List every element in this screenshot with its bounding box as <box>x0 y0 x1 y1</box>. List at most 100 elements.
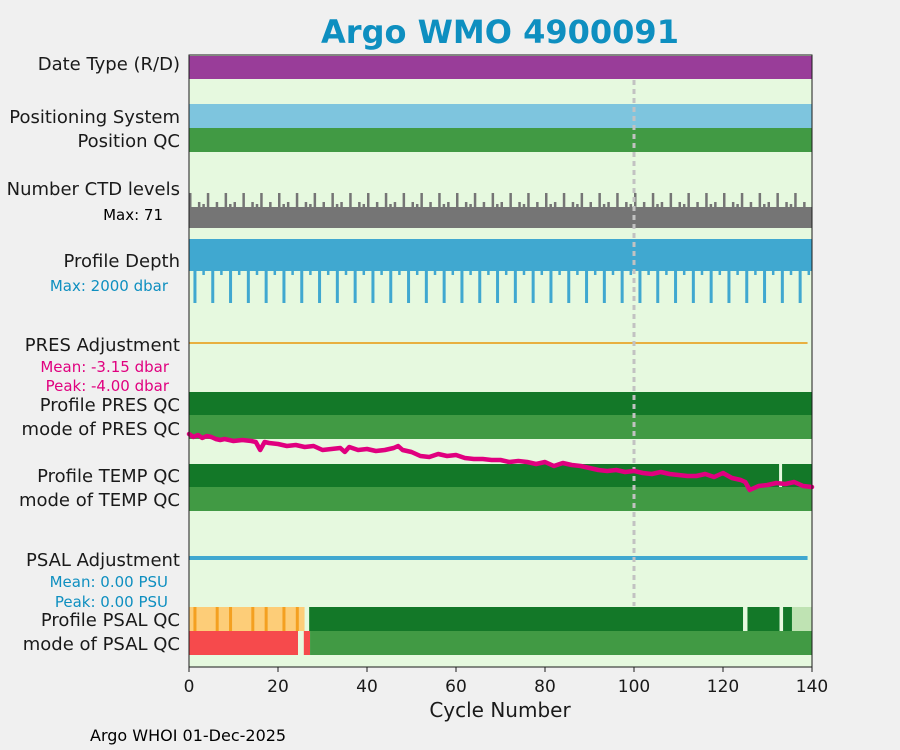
ctd-levels-spike <box>206 193 210 207</box>
profile-depth-tick <box>513 271 517 303</box>
profile-depth-tick <box>282 271 286 303</box>
ctd-levels-spike <box>242 193 245 207</box>
profile-depth-tick <box>700 271 704 275</box>
profile-depth-tick <box>780 271 784 303</box>
profile-depth-tick <box>549 271 553 303</box>
ctd-levels-spike <box>447 202 450 207</box>
ctd-levels-spike <box>723 193 726 207</box>
profile-depth-tick <box>593 271 597 275</box>
ctd-levels-spike <box>313 193 317 207</box>
label-pres-adjustment: PRES Adjustment <box>25 335 180 356</box>
profile-depth-tick <box>754 271 757 275</box>
ctd-levels-spike <box>255 204 259 207</box>
label-psal-mean: Mean: 0.00 PSU <box>50 573 168 591</box>
profile-psal-qc-stripe <box>215 607 219 631</box>
x-tick-label: 20 <box>267 677 289 697</box>
ctd-levels-spike <box>758 193 762 207</box>
ctd-levels-spike <box>527 193 530 207</box>
ctd-levels-spike <box>731 202 735 207</box>
x-tick-label: 60 <box>445 677 467 697</box>
ctd-levels-spike <box>340 202 343 207</box>
profile-depth-tick <box>424 271 428 303</box>
x-tick-label: 100 <box>618 677 650 697</box>
profile-depth-tick <box>718 271 722 275</box>
mode-psal-qc-segment <box>303 631 311 655</box>
profile-depth-tick <box>442 271 446 303</box>
profile-depth-tick <box>202 271 205 275</box>
profile-psal-qc-segment <box>791 607 812 631</box>
mode-temp-qc-bar <box>189 487 812 511</box>
position-qc-bar <box>189 128 812 152</box>
profile-depth-tick <box>638 271 642 303</box>
label-num-ctd-levels: Number CTD levels <box>7 179 180 200</box>
label-date-type: Date Type (R/D) <box>38 54 180 75</box>
profile-psal-qc-stripe <box>282 607 286 631</box>
profile-depth-tick <box>264 271 268 303</box>
ctd-levels-spike <box>322 202 325 207</box>
ctd-levels-spike <box>709 204 713 207</box>
profile-depth-tick <box>709 271 713 303</box>
profile-depth-tick <box>433 271 437 275</box>
label-position-qc: Position QC <box>77 131 180 152</box>
ctd-levels-spike <box>389 204 392 207</box>
profile-depth-tick <box>300 271 304 303</box>
profile-depth-tick <box>380 271 383 275</box>
ctd-levels-spike <box>767 202 770 207</box>
profile-depth-tick <box>665 271 668 275</box>
profile-depth-tick <box>496 271 500 303</box>
label-profile-depth: Profile Depth <box>63 251 180 272</box>
profile-psal-qc-segment <box>747 607 780 631</box>
profile-psal-qc-stripe <box>229 607 233 631</box>
profile-depth-tick <box>469 271 472 275</box>
ctd-levels-spike <box>282 204 285 207</box>
ctd-levels-spike <box>669 193 673 207</box>
x-tick-label: 80 <box>534 677 556 697</box>
profile-depth-tick <box>335 271 339 303</box>
profile-psal-qc-stripe <box>251 607 255 631</box>
profile-depth-tick <box>585 271 589 303</box>
profile-psal-qc-gap <box>304 607 310 631</box>
label-profile-pres-qc: Profile PRES QC <box>40 395 180 416</box>
ctd-levels-spike <box>589 202 592 207</box>
ctd-levels-spike <box>202 204 205 207</box>
profile-pres-qc-bar <box>189 392 812 415</box>
ctd-levels-spike <box>687 193 690 207</box>
ctd-levels-spike <box>442 204 446 207</box>
label-psal-peak: Peak: 0.00 PSU <box>55 593 168 611</box>
ctd-levels-spike <box>553 202 557 207</box>
ctd-levels-spike <box>803 202 806 207</box>
ctd-levels-spike <box>367 193 370 207</box>
ctd-levels-spike <box>740 193 744 207</box>
profile-depth-tick <box>736 271 739 275</box>
ctd-levels-spike <box>335 204 339 207</box>
ctd-levels-spike <box>375 202 379 207</box>
profile-depth-tick <box>798 271 802 303</box>
label-profile-depth-max: Max: 2000 dbar <box>50 277 169 295</box>
profile-psal-qc-stripe <box>264 607 268 631</box>
profile-depth-tick <box>451 271 455 275</box>
profile-depth-tick <box>220 271 223 275</box>
ctd-levels-spike <box>304 202 308 207</box>
ctd-levels-spike <box>629 204 633 207</box>
ctd-levels-spike <box>571 202 575 207</box>
ctd-levels-spike <box>496 204 499 207</box>
ctd-levels-spike <box>576 204 579 207</box>
profile-depth-tick <box>255 271 259 275</box>
ctd-levels-spike <box>522 204 526 207</box>
ctd-levels-spike <box>625 202 628 207</box>
profile-depth-tick <box>522 271 526 275</box>
ctd-levels-spike <box>415 204 419 207</box>
ctd-levels-spike <box>411 202 414 207</box>
ctd-levels-spike <box>189 193 192 207</box>
profile-depth-tick <box>674 271 678 303</box>
ctd-levels-spike <box>518 202 521 207</box>
ctd-levels-spike <box>763 204 766 207</box>
profile-depth-tick <box>398 271 401 275</box>
date-type-bar <box>189 56 812 79</box>
profile-depth-tick <box>682 271 686 275</box>
ctd-levels-spike <box>509 193 512 207</box>
ctd-levels-spike <box>286 202 290 207</box>
profile-psal-qc-segment <box>783 607 792 631</box>
ctd-levels-spike <box>464 202 468 207</box>
